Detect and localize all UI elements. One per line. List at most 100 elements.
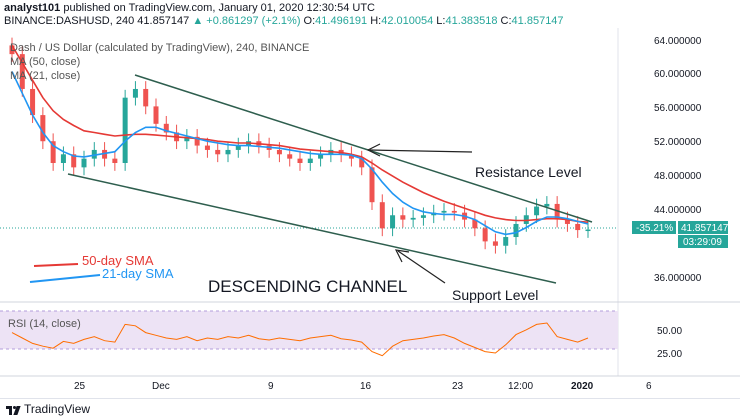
resistance-line	[134, 74, 593, 223]
candle-body	[534, 206, 540, 216]
candle-body	[307, 158, 313, 163]
ma-lines-group	[11, 44, 589, 236]
price-tick: 60.000000	[654, 69, 702, 80]
support-arrowhead	[394, 249, 410, 263]
rsi-line-group	[11, 322, 589, 357]
candle-body	[40, 115, 46, 142]
pct-badge-bg	[632, 221, 676, 234]
candle-body	[30, 88, 36, 116]
time-tick: 16	[360, 381, 372, 392]
price-chart[interactable]: Resistance Level Support Level DESCENDIN…	[0, 0, 740, 398]
candle-body	[184, 136, 190, 142]
publish-info: published on TradingView.com, January 01…	[63, 2, 375, 14]
high-value: 42.010054	[381, 15, 434, 27]
candle-body	[451, 210, 457, 213]
last-price: 41.857147	[137, 15, 190, 27]
candle-body	[554, 203, 560, 220]
candle-body	[348, 154, 354, 159]
ma21-line	[11, 71, 589, 236]
candle-body	[287, 154, 293, 159]
author[interactable]: analyst101	[4, 2, 61, 14]
time-tick: 9	[268, 381, 274, 392]
candle-body	[544, 203, 550, 207]
pct-badge: -35.21%	[636, 223, 673, 234]
resistance-arrow	[369, 149, 473, 153]
symbol-line: BINANCE:DASHUSD, 240 41.857147 ▲ +0.8612…	[4, 15, 564, 27]
price-tick: 44.000000	[654, 205, 702, 216]
rsi-band	[0, 311, 618, 349]
sma21-label: 21-day SMA	[102, 266, 174, 281]
candle-body	[153, 106, 159, 124]
time-tick: 12:00	[508, 381, 533, 392]
rsi-tick: 50.00	[657, 326, 682, 337]
candle-body	[163, 123, 169, 133]
sma50-label: 50-day SMA	[82, 253, 154, 268]
candle-body	[441, 210, 447, 213]
candle-body	[122, 97, 128, 163]
brand-name: TradingView	[24, 402, 91, 416]
time-tick: Dec	[152, 381, 170, 392]
candle-body	[359, 158, 365, 168]
candles-group	[9, 37, 591, 254]
ma21-legend[interactable]: MA (21, close)	[10, 70, 81, 82]
candle-body	[410, 217, 416, 220]
sma21-swatch	[29, 274, 101, 283]
change: +0.861297 (+2.1%)	[206, 15, 301, 27]
close-label: C:	[500, 15, 512, 27]
time-tick: 2020	[571, 381, 594, 392]
price-badge: 41.857147	[681, 223, 729, 234]
time-tick: 6	[646, 381, 652, 392]
high-label: H:	[370, 15, 382, 27]
candle-body	[215, 149, 221, 155]
ma50-legend[interactable]: MA (50, close)	[10, 56, 81, 68]
candle-body	[400, 215, 406, 220]
publish-line: analyst101 published on TradingView.com,…	[4, 2, 375, 14]
price-tick: 48.000000	[654, 171, 702, 182]
resistance-arrowhead	[366, 143, 381, 157]
candle-body	[71, 154, 77, 168]
ma50-line	[11, 44, 589, 223]
symbol[interactable]: BINANCE:DASHUSD, 240	[4, 15, 135, 27]
candle-body	[112, 158, 118, 163]
support-arrow	[397, 250, 446, 284]
price-tick: 36.000000	[654, 273, 702, 284]
time-tick: 23	[452, 381, 464, 392]
candle-body	[390, 215, 396, 229]
candle-body	[575, 223, 581, 231]
close-value: 41.857147	[511, 15, 564, 27]
price-tick: 52.000000	[654, 137, 702, 148]
candle-body	[492, 241, 498, 246]
resistance-label: Resistance Level	[475, 164, 582, 180]
candle-body	[503, 237, 509, 246]
candle-body	[81, 158, 87, 168]
candle-body	[19, 54, 25, 89]
candle-body	[482, 228, 488, 242]
sma50-swatch	[33, 263, 79, 267]
candle-body	[225, 149, 231, 155]
low-value: 41.383518	[445, 15, 498, 27]
candle-body	[564, 219, 570, 224]
candle-body	[472, 219, 478, 229]
candle-body	[379, 202, 385, 229]
tradingview-logo[interactable]: TradingView	[6, 402, 90, 416]
candle-body	[369, 167, 375, 203]
time-tick: 25	[74, 381, 86, 392]
candle-body	[194, 136, 200, 146]
price-tick: 64.000000	[654, 36, 702, 47]
candle-body	[235, 145, 241, 150]
support-label: Support Level	[452, 287, 538, 303]
candle-body	[513, 223, 519, 238]
candle-body	[420, 215, 426, 218]
time-axis: 25 Dec 9 16 23 12:00 2020 6	[74, 381, 652, 392]
open-label: O:	[303, 15, 316, 27]
rsi-tick: 25.00	[657, 349, 682, 360]
low-label: L:	[436, 15, 446, 27]
candle-body	[9, 45, 15, 55]
footer: TradingView	[0, 398, 740, 419]
candle-body	[523, 215, 529, 224]
rsi-legend[interactable]: RSI (14, close)	[8, 318, 81, 330]
candle-body	[276, 149, 282, 155]
candle-body	[297, 158, 303, 163]
candle-body	[143, 88, 149, 107]
candle-body	[318, 154, 324, 159]
